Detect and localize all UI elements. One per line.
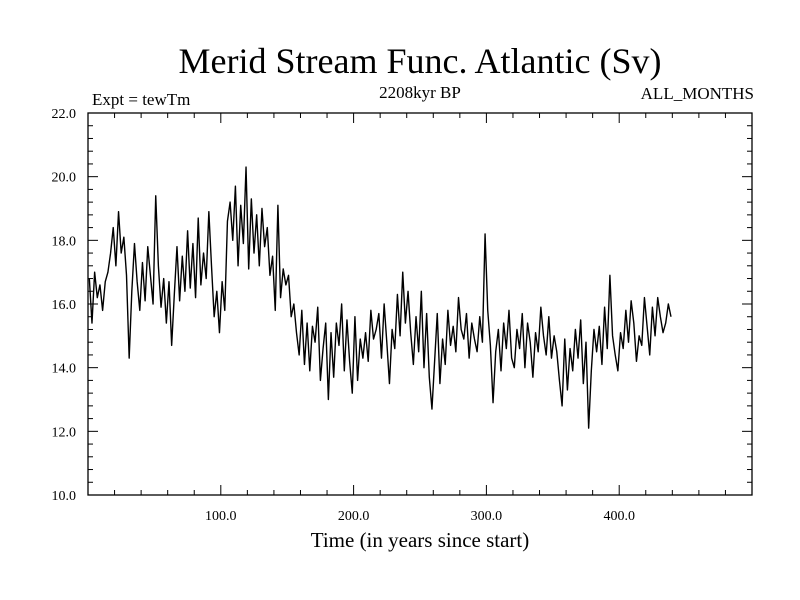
y-tick-label: 12.0 [52, 425, 77, 440]
x-tick-label: 200.0 [338, 509, 370, 524]
x-tick-label: 100.0 [205, 509, 237, 524]
y-tick-label: 10.0 [52, 489, 77, 504]
chart-title: Merid Stream Func. Atlantic (Sv) [179, 41, 662, 81]
y-tick-label: 18.0 [52, 234, 77, 249]
y-tick-label: 22.0 [52, 107, 77, 122]
experiment-label: Expt = tewTm [92, 90, 190, 109]
x-axis-label: Time (in years since start) [311, 528, 530, 552]
period-label: 2208kyr BP [379, 83, 461, 102]
y-tick-label: 14.0 [52, 362, 77, 377]
y-tick-label: 16.0 [52, 298, 77, 313]
series-line [88, 166, 672, 429]
x-tick-label: 300.0 [471, 509, 503, 524]
axis-ticks [88, 112, 752, 496]
tick-labels: 100.0 200.0 300.0 400.0 10.0 12.0 14.0 16.0 18.0… [52, 107, 635, 524]
y-tick-label: 20.0 [52, 171, 77, 186]
x-tick-label: 400.0 [603, 509, 635, 524]
plot-frame [87, 112, 753, 496]
months-label: ALL_MONTHS [641, 84, 754, 103]
